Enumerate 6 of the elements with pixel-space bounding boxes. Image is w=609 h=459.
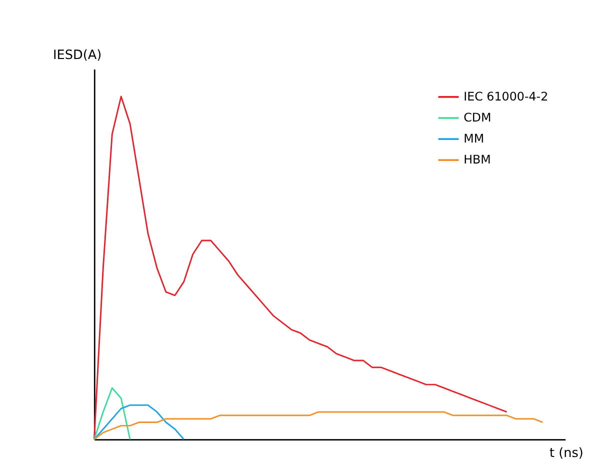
legend-label: MM	[464, 132, 484, 146]
legend-label: IEC 61000-4-2	[464, 90, 548, 104]
legend-label: HBM	[464, 152, 491, 167]
legend-label: CDM	[464, 110, 492, 125]
x-axis-title: t (ns)	[550, 446, 584, 459]
y-axis-title: IESD(A)	[53, 48, 102, 64]
